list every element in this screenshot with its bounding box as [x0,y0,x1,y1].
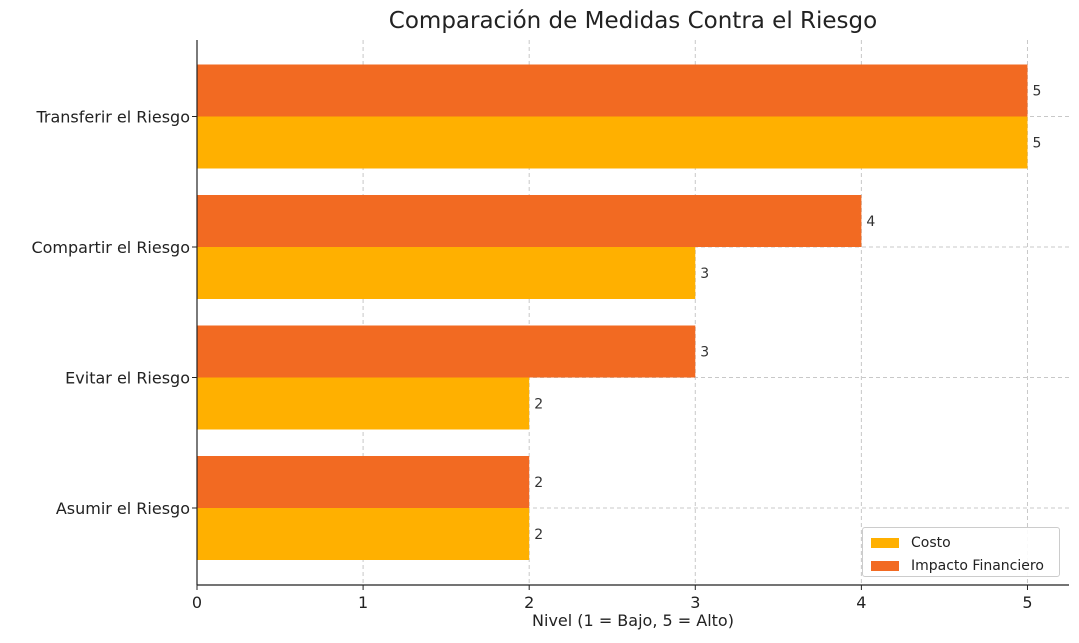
chart-title: Comparación de Medidas Contra el Riesgo [388,8,878,34]
data-label-impacto-financiero-compartir-el-riesgo: 4 [866,214,875,230]
legend-item-impacto-financiero: Impacto Financiero [871,556,1059,576]
data-label-impacto-financiero-transferir-el-riesgo: 5 [1032,84,1041,100]
bar-costo-evitar-el-riesgo [197,377,530,430]
data-label-costo-evitar-el-riesgo: 2 [534,397,543,413]
data-label-costo-asumir-el-riesgo: 2 [534,527,543,543]
bar-costo-transferir-el-riesgo [197,116,1028,169]
bar-impacto-financiero-compartir-el-riesgo [197,195,862,247]
bar-impacto-financiero-transferir-el-riesgo [197,64,1028,117]
x-tick-label: 5 [1022,593,1032,612]
y-tick-label: Asumir el Riesgo [56,499,190,518]
x-tick-label: 3 [690,593,700,612]
axes: 0 1 2 3 4 5 Asumir el Riesgo Evitar el Riesgo Co… [31,40,1069,612]
bar-costo-asumir-el-riesgo [197,508,530,560]
y-tick-label: Compartir el Riesgo [31,238,190,257]
data-label-impacto-financiero-evitar-el-riesgo: 3 [700,345,709,361]
x-tick-label: 1 [358,593,368,612]
legend-label-impacto-financiero: Impacto Financiero [911,558,1044,574]
x-axis-label: Nivel (1 = Bajo, 5 = Alto) [532,611,734,630]
data-label-costo-transferir-el-riesgo: 5 [1032,136,1041,152]
y-tick-label: Evitar el Riesgo [65,369,190,388]
legend-swatch-impacto-financiero [871,561,899,571]
legend: Costo Impacto Financiero [862,527,1060,577]
bar-impacto-financiero-evitar-el-riesgo [197,325,696,378]
data-label-costo-compartir-el-riesgo: 3 [700,266,709,282]
bar-impacto-financiero-asumir-el-riesgo [197,456,530,508]
legend-swatch-costo [871,538,899,548]
data-labels: 2 2 3 5 2 3 4 5 [534,84,1041,544]
bar-costo-compartir-el-riesgo [197,247,696,299]
x-tick-label: 2 [524,593,534,612]
bars [197,64,1028,560]
data-label-impacto-financiero-asumir-el-riesgo: 2 [534,475,543,491]
legend-item-costo: Costo [871,533,1059,553]
y-tick-label: Transferir el Riesgo [35,108,190,127]
x-tick-label: 0 [192,593,202,612]
legend-label-costo: Costo [911,535,951,551]
x-tick-label: 4 [856,593,866,612]
